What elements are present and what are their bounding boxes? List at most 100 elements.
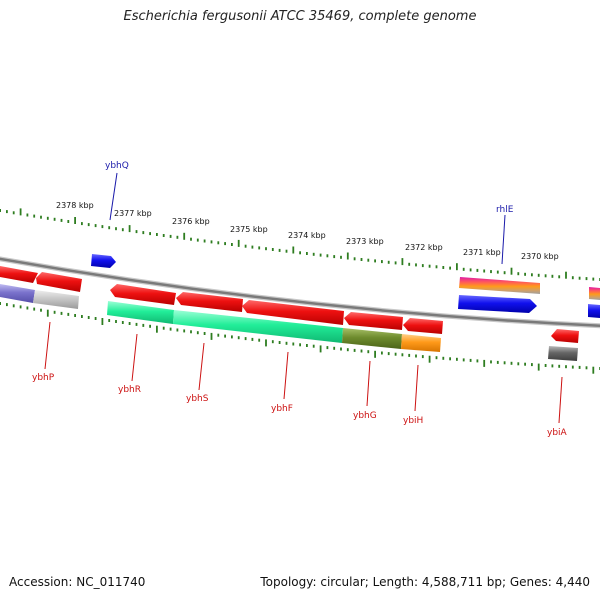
tick-label-2375: 2375 kbp bbox=[230, 225, 268, 234]
minor-tick bbox=[271, 340, 274, 344]
accession-text: Accession: NC_011740 bbox=[9, 575, 146, 589]
major-tick bbox=[19, 208, 22, 216]
gene-ybhQ-arrow[interactable] bbox=[91, 254, 116, 268]
minor-tick bbox=[196, 238, 199, 242]
minor-tick bbox=[87, 223, 90, 227]
feature-gray[interactable] bbox=[548, 346, 578, 361]
gene-label-ybhP[interactable]: ybhP bbox=[32, 373, 55, 383]
minor-tick bbox=[558, 275, 561, 279]
minor-tick bbox=[476, 268, 479, 272]
minor-tick bbox=[312, 344, 315, 348]
gene-label-ybiA[interactable]: ybiA bbox=[547, 428, 568, 438]
minor-tick bbox=[449, 357, 451, 361]
minor-tick bbox=[237, 336, 240, 340]
minor-tick bbox=[524, 272, 526, 276]
gene-label-ybiH[interactable]: ybiH bbox=[403, 416, 423, 426]
minor-tick bbox=[483, 269, 486, 273]
gene-ybiA-red[interactable] bbox=[551, 329, 579, 343]
genome-backbone-line bbox=[0, 257, 600, 328]
minor-tick bbox=[585, 277, 588, 281]
minor-tick bbox=[94, 317, 97, 320]
feature-green-1[interactable] bbox=[107, 301, 174, 324]
callout-rhlE bbox=[501, 214, 506, 265]
callout-ybhF bbox=[283, 351, 289, 400]
minor-tick bbox=[551, 364, 554, 368]
minor-tick bbox=[115, 320, 117, 323]
gene-ybhS-red[interactable] bbox=[176, 292, 243, 312]
minor-tick bbox=[108, 226, 111, 230]
minor-tick bbox=[503, 271, 506, 275]
major-tick bbox=[346, 252, 349, 260]
minor-tick bbox=[53, 310, 56, 314]
minor-tick bbox=[408, 353, 411, 357]
major-tick bbox=[319, 345, 322, 353]
minor-tick bbox=[108, 319, 111, 322]
minor-tick bbox=[510, 361, 513, 365]
gene-rhlE-arrow[interactable] bbox=[458, 295, 537, 313]
minor-tick bbox=[456, 357, 458, 361]
minor-tick bbox=[231, 243, 233, 246]
gene-rhlE-upper-arrow[interactable] bbox=[459, 277, 540, 294]
minor-tick bbox=[578, 365, 581, 369]
minor-tick bbox=[278, 341, 281, 344]
minor-tick bbox=[340, 255, 342, 259]
minor-tick bbox=[183, 329, 186, 333]
major-tick bbox=[428, 355, 431, 363]
minor-tick bbox=[149, 232, 151, 236]
minor-tick bbox=[360, 258, 363, 261]
minor-tick bbox=[224, 242, 226, 246]
minor-tick bbox=[476, 359, 479, 363]
minor-tick bbox=[333, 255, 336, 259]
minor-tick bbox=[190, 330, 192, 334]
minor-tick bbox=[326, 254, 329, 258]
minor-tick bbox=[292, 342, 295, 346]
gene-ybhP-red-1[interactable] bbox=[0, 266, 38, 283]
minor-tick bbox=[169, 234, 172, 238]
callout-ybhQ bbox=[109, 172, 118, 221]
minor-tick bbox=[285, 249, 288, 253]
minor-tick bbox=[149, 324, 151, 328]
gene-right-edge-upper[interactable] bbox=[589, 287, 600, 300]
feature-olive[interactable] bbox=[342, 328, 402, 349]
minor-tick bbox=[40, 308, 42, 312]
gene-label-ybhS[interactable]: ybhS bbox=[186, 394, 209, 404]
minor-tick bbox=[353, 348, 356, 352]
gene-label-ybhF[interactable]: ybhF bbox=[271, 404, 293, 414]
minor-tick bbox=[26, 213, 29, 217]
gene-ybiH-red[interactable] bbox=[403, 318, 443, 334]
major-tick bbox=[456, 263, 458, 271]
minor-tick bbox=[381, 260, 383, 264]
minor-tick bbox=[592, 277, 595, 281]
gene-ybhR-red[interactable] bbox=[110, 284, 176, 305]
minor-tick bbox=[265, 247, 267, 251]
gene-label-ybhR[interactable]: ybhR bbox=[118, 385, 141, 395]
gene-ybhF-red[interactable] bbox=[242, 300, 344, 325]
minor-tick bbox=[442, 266, 445, 269]
minor-tick bbox=[6, 210, 8, 214]
minor-tick bbox=[381, 351, 383, 355]
gene-ybhG-red[interactable] bbox=[344, 312, 403, 330]
minor-tick bbox=[121, 321, 124, 324]
upper-tick-track bbox=[0, 208, 600, 281]
minor-tick bbox=[231, 335, 233, 339]
minor-tick bbox=[46, 216, 49, 220]
gene-label-rhlE[interactable]: rhlE bbox=[496, 205, 514, 215]
minor-tick bbox=[176, 328, 179, 332]
minor-tick bbox=[81, 315, 83, 318]
gene-ybhP-red-2[interactable] bbox=[36, 272, 82, 292]
feature-lightgray[interactable] bbox=[33, 290, 79, 309]
gene-right-edge-forward[interactable] bbox=[588, 304, 600, 318]
lower-tick-track bbox=[0, 302, 600, 374]
minor-tick bbox=[67, 220, 70, 223]
feature-purple[interactable] bbox=[0, 284, 35, 303]
major-tick bbox=[537, 363, 540, 371]
minor-tick bbox=[176, 235, 179, 239]
major-tick bbox=[128, 225, 131, 233]
feature-orange[interactable] bbox=[401, 334, 441, 352]
minor-tick bbox=[435, 265, 438, 269]
major-tick bbox=[374, 350, 376, 358]
gene-label-ybhQ[interactable]: ybhQ bbox=[105, 161, 129, 171]
minor-tick bbox=[12, 211, 15, 215]
gene-label-ybhG[interactable]: ybhG bbox=[353, 411, 377, 421]
feature-green-2[interactable] bbox=[173, 310, 343, 343]
